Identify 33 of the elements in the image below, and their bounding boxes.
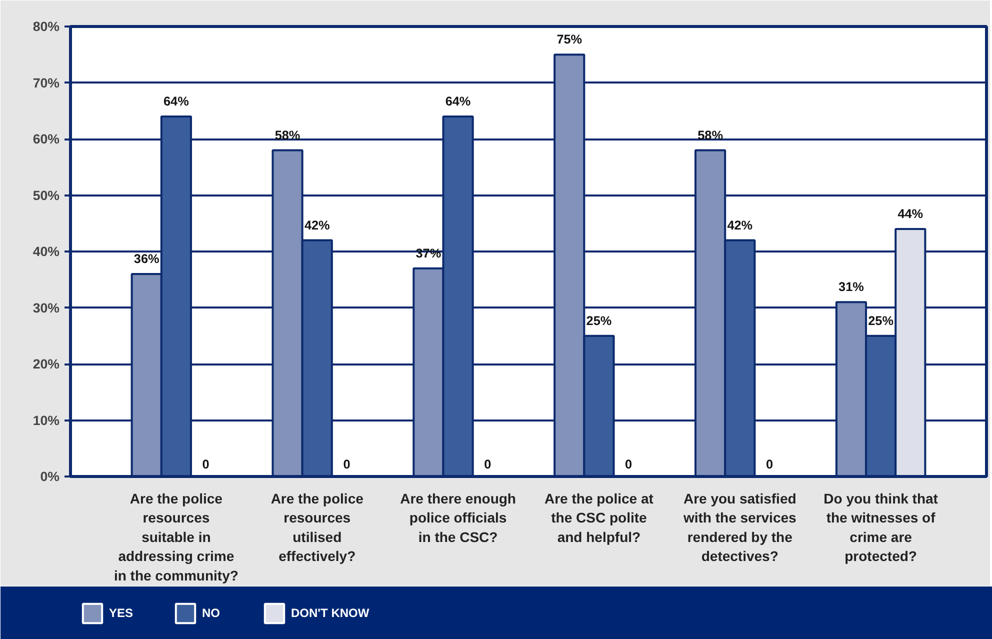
data-label: 36% — [134, 252, 160, 266]
x-tick-label: Do you think that the witnesses of crime are protected? — [824, 490, 938, 564]
data-label: 64% — [164, 94, 189, 108]
y-tick-label: 10% — [32, 412, 60, 428]
legend-label: NO — [202, 606, 222, 620]
x-tick-label: Are you satisfied with the services rendered by the detectives? — [682, 490, 797, 564]
data-label: 64% — [445, 94, 471, 108]
data-label: 0 — [766, 458, 774, 472]
y-tick-label: 80% — [32, 19, 60, 34]
data-label: 75% — [556, 32, 582, 47]
data-label: 42% — [304, 218, 330, 232]
data-label: 31% — [838, 280, 864, 294]
y-tick-label: 70% — [32, 75, 60, 90]
data-label: 42% — [727, 218, 753, 232]
x-tick-label: Are there enough police officials in the CSC? — [400, 490, 516, 545]
y-tick-label: 30% — [32, 300, 60, 316]
y-tick-label: 0% — [40, 469, 60, 484]
y-tick-label: 20% — [32, 356, 60, 372]
y-tick-label: 50% — [32, 188, 60, 203]
y-tick-label: 60% — [32, 132, 60, 146]
data-label: 25% — [868, 314, 894, 328]
data-label: 0 — [343, 458, 350, 472]
data-label: 0 — [202, 458, 210, 472]
x-tick-label: Are the police at the CSC polite and helpful? — [544, 490, 654, 545]
x-tick-label: Are the police resources suitable in addressing crime in the community? — [114, 490, 238, 584]
data-label: 0 — [625, 458, 632, 472]
data-label: 44% — [898, 207, 924, 221]
y-tick-label: 40% — [32, 244, 60, 259]
legend-label: DON'T KNOW — [291, 606, 370, 620]
data-label: 25% — [586, 314, 612, 328]
x-tick-label: Are the police resources utilised effectively? — [270, 490, 364, 564]
data-label: 0 — [484, 458, 492, 472]
legend-label: YES — [109, 606, 134, 620]
